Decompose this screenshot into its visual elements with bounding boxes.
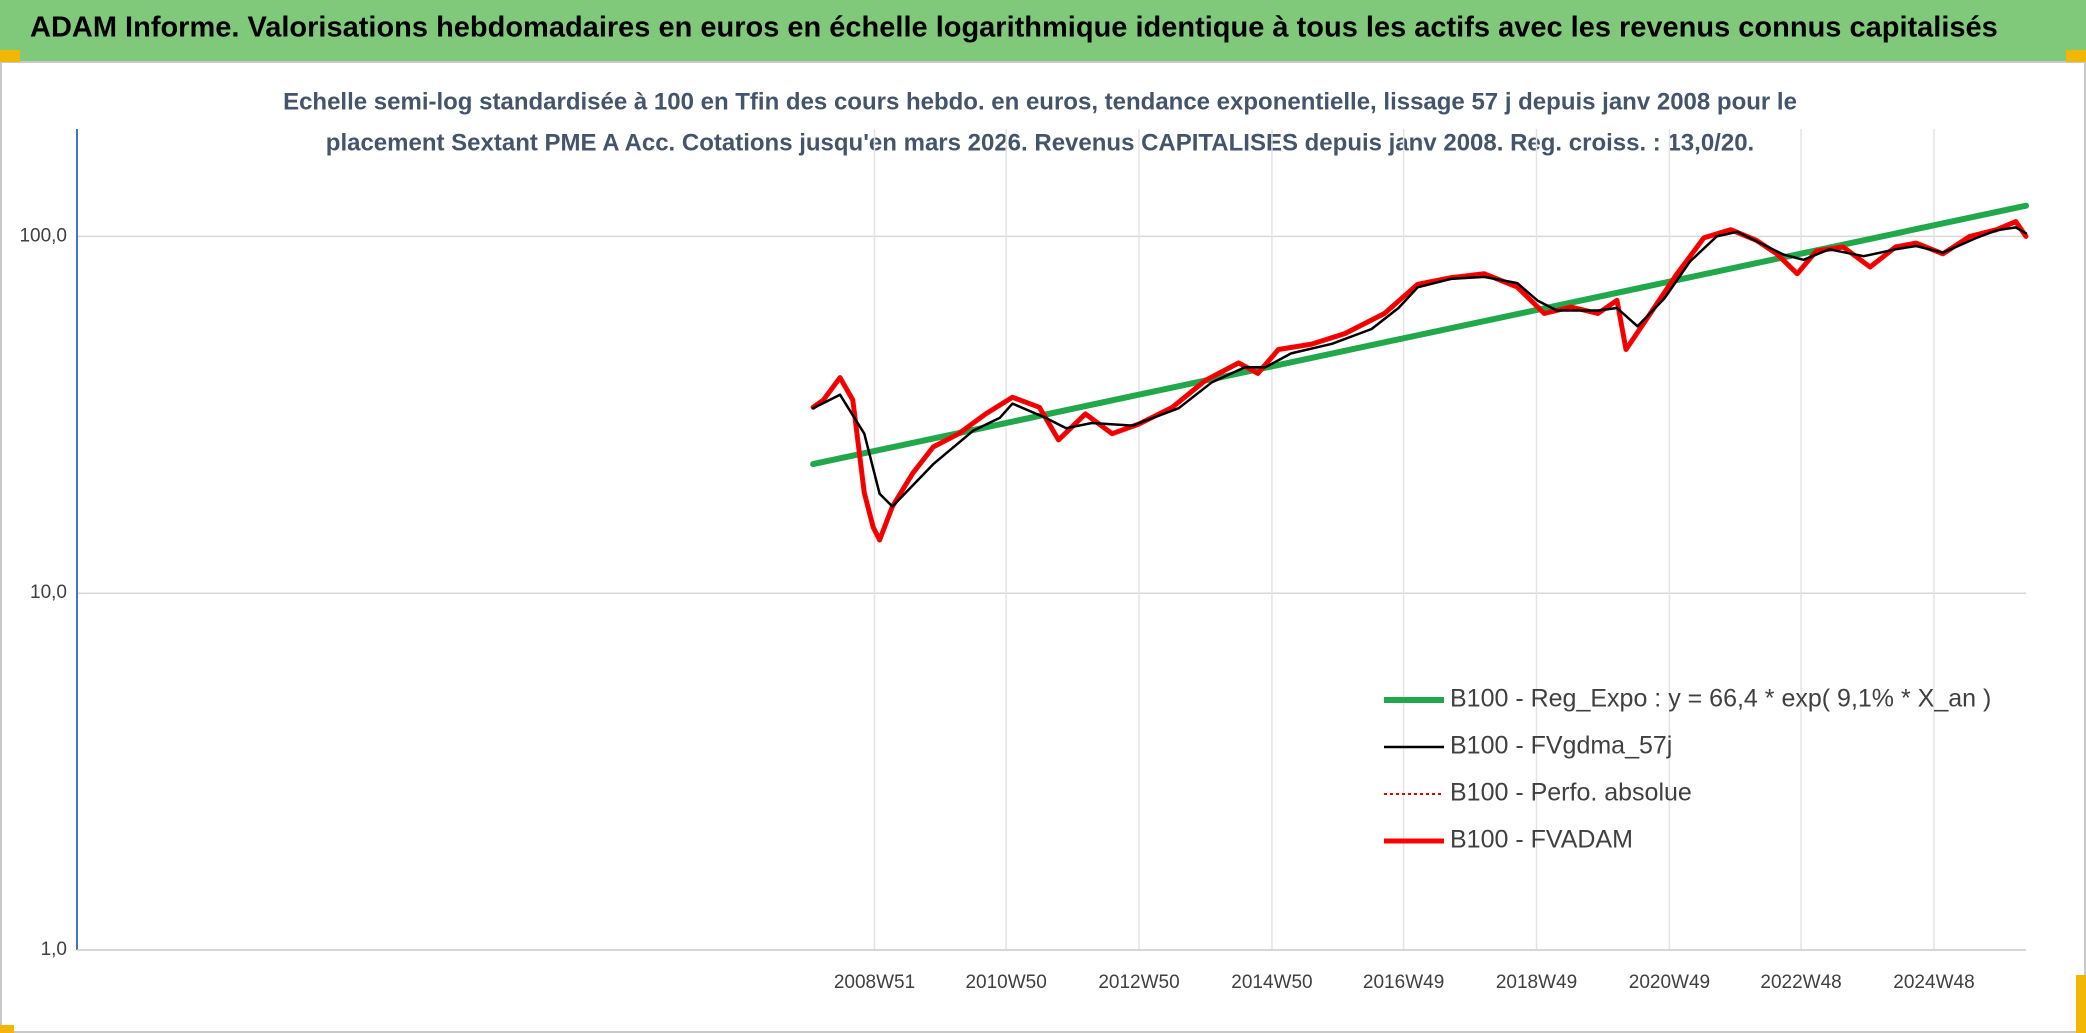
x-tick-label: 2010W50 (965, 972, 1046, 993)
legend-label: B100 - Perfo. absolue (1450, 779, 1692, 807)
chart-subtitle: Echelle semi-log standardisée à 100 en T… (283, 88, 1797, 115)
title-bar (0, 0, 2086, 62)
corner (0, 1025, 14, 1033)
chart-title: ADAM Informe. Valorisations hebdomadaire… (30, 12, 1998, 44)
x-tick-label: 2016W49 (1363, 972, 1444, 993)
chart-subtitle: placement Sextant PME A Acc. Cotations j… (326, 129, 1754, 156)
x-tick-label: 2012W50 (1098, 972, 1179, 993)
x-tick-label: 2022W48 (1760, 972, 1841, 993)
corner (0, 50, 20, 62)
legend-label: B100 - FVgdma_57j (1450, 732, 1672, 760)
series-line (812, 220, 2027, 541)
corner (2066, 50, 2086, 62)
y-tick-label: 100,0 (19, 225, 67, 246)
x-tick-label: 2018W49 (1496, 972, 1577, 993)
series-line (811, 226, 2028, 508)
corner (2076, 975, 2086, 1033)
x-tick-label: 2014W50 (1231, 972, 1312, 993)
frame (0, 61, 2086, 1033)
y-tick-label: 1,0 (41, 939, 67, 960)
y-tick-label: 10,0 (30, 582, 67, 603)
x-tick-label: 2020W49 (1629, 972, 1710, 993)
legend-label: B100 - Reg_Expo : y = 66,4 * exp( 9,1% *… (1450, 685, 1991, 713)
x-tick-label: 2024W48 (1893, 972, 1974, 993)
legend-label: B100 - FVADAM (1450, 826, 1633, 854)
x-tick-label: 2008W51 (834, 972, 915, 993)
